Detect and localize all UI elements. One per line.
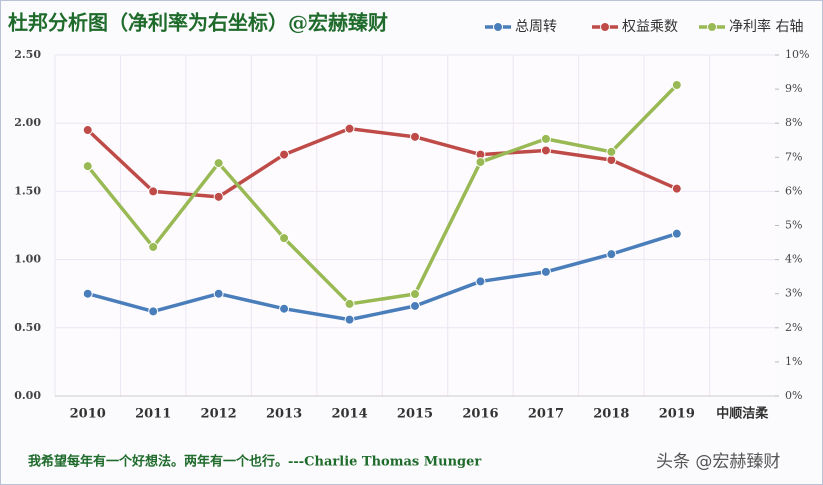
series-line xyxy=(86,126,678,199)
point xyxy=(148,241,159,252)
point xyxy=(410,289,420,300)
y2-tick-label: 8% xyxy=(785,116,802,129)
point xyxy=(279,303,290,314)
point xyxy=(606,249,617,260)
y2-tick-label: 7% xyxy=(785,150,802,163)
point xyxy=(344,123,355,134)
y-tick-label: 1.50 xyxy=(14,184,41,197)
point xyxy=(148,186,159,197)
legend-marker xyxy=(493,22,503,32)
x-tick-label: 2013 xyxy=(266,407,302,422)
point xyxy=(279,149,290,160)
x-tick-label: 2017 xyxy=(528,407,564,422)
y-tick-label: 1.00 xyxy=(14,253,41,266)
x-tick-label: 2016 xyxy=(462,407,498,422)
point xyxy=(148,306,159,317)
point xyxy=(540,133,551,144)
watermark: 头条 @宏赫臻财 xyxy=(656,452,780,472)
y-tick-label: 2.50 xyxy=(14,48,41,61)
point xyxy=(671,80,682,91)
y-tick-label: 0.00 xyxy=(14,389,41,402)
x-tick-label: 2018 xyxy=(593,407,629,422)
point xyxy=(213,158,224,169)
point xyxy=(671,228,682,239)
y2-tick-label: 9% xyxy=(785,82,802,95)
legend-marker xyxy=(600,22,610,32)
point xyxy=(82,161,93,172)
legend-marker xyxy=(707,22,717,32)
y2-tick-label: 0% xyxy=(785,389,802,402)
y2-tick-label: 1% xyxy=(785,355,802,368)
point xyxy=(213,191,224,202)
legend-label: 净利率 右轴 xyxy=(729,18,803,35)
point xyxy=(475,276,486,287)
series-line xyxy=(86,83,679,306)
x-tick-label: 2019 xyxy=(659,407,695,422)
y2-tick-label: 6% xyxy=(785,184,802,197)
point xyxy=(540,266,551,277)
plot-area xyxy=(55,55,775,396)
point xyxy=(82,288,93,299)
point xyxy=(540,145,551,156)
y2-tick-label: 4% xyxy=(785,253,802,266)
y-tick-label: 2.00 xyxy=(14,116,41,129)
point xyxy=(82,125,93,136)
point xyxy=(606,155,617,166)
x-tick-label: 2015 xyxy=(397,407,433,422)
x-tick-label: 2012 xyxy=(201,407,237,422)
y-tick-label: 0.50 xyxy=(14,321,41,334)
y2-tick-label: 10% xyxy=(785,48,809,61)
y2-tick-label: 5% xyxy=(785,219,802,232)
point xyxy=(671,183,682,194)
x-tick-label: 2010 xyxy=(70,407,106,422)
y2-tick-label: 2% xyxy=(785,321,802,334)
point xyxy=(410,300,420,311)
point xyxy=(475,157,486,168)
point xyxy=(213,288,224,299)
point xyxy=(344,314,355,325)
chart-title: 杜邦分析图（净利率为右坐标）@宏赫臻财 xyxy=(8,11,388,35)
footnote: 我希望每年有一个好想法。两年有一个也行。---Charlie Thomas Mu… xyxy=(28,454,481,470)
point xyxy=(606,146,617,157)
y2-tick-label: 3% xyxy=(785,287,802,300)
x-tick-label: 2011 xyxy=(135,407,171,422)
legend-label: 总周转 xyxy=(515,19,557,35)
x-tick-label: 中顺洁柔 xyxy=(716,406,769,422)
series-line xyxy=(87,232,678,322)
point xyxy=(344,298,355,309)
point xyxy=(410,131,420,142)
legend-label: 权益乘数 xyxy=(622,19,678,35)
x-tick-label: 2014 xyxy=(331,407,367,422)
point xyxy=(279,233,290,244)
